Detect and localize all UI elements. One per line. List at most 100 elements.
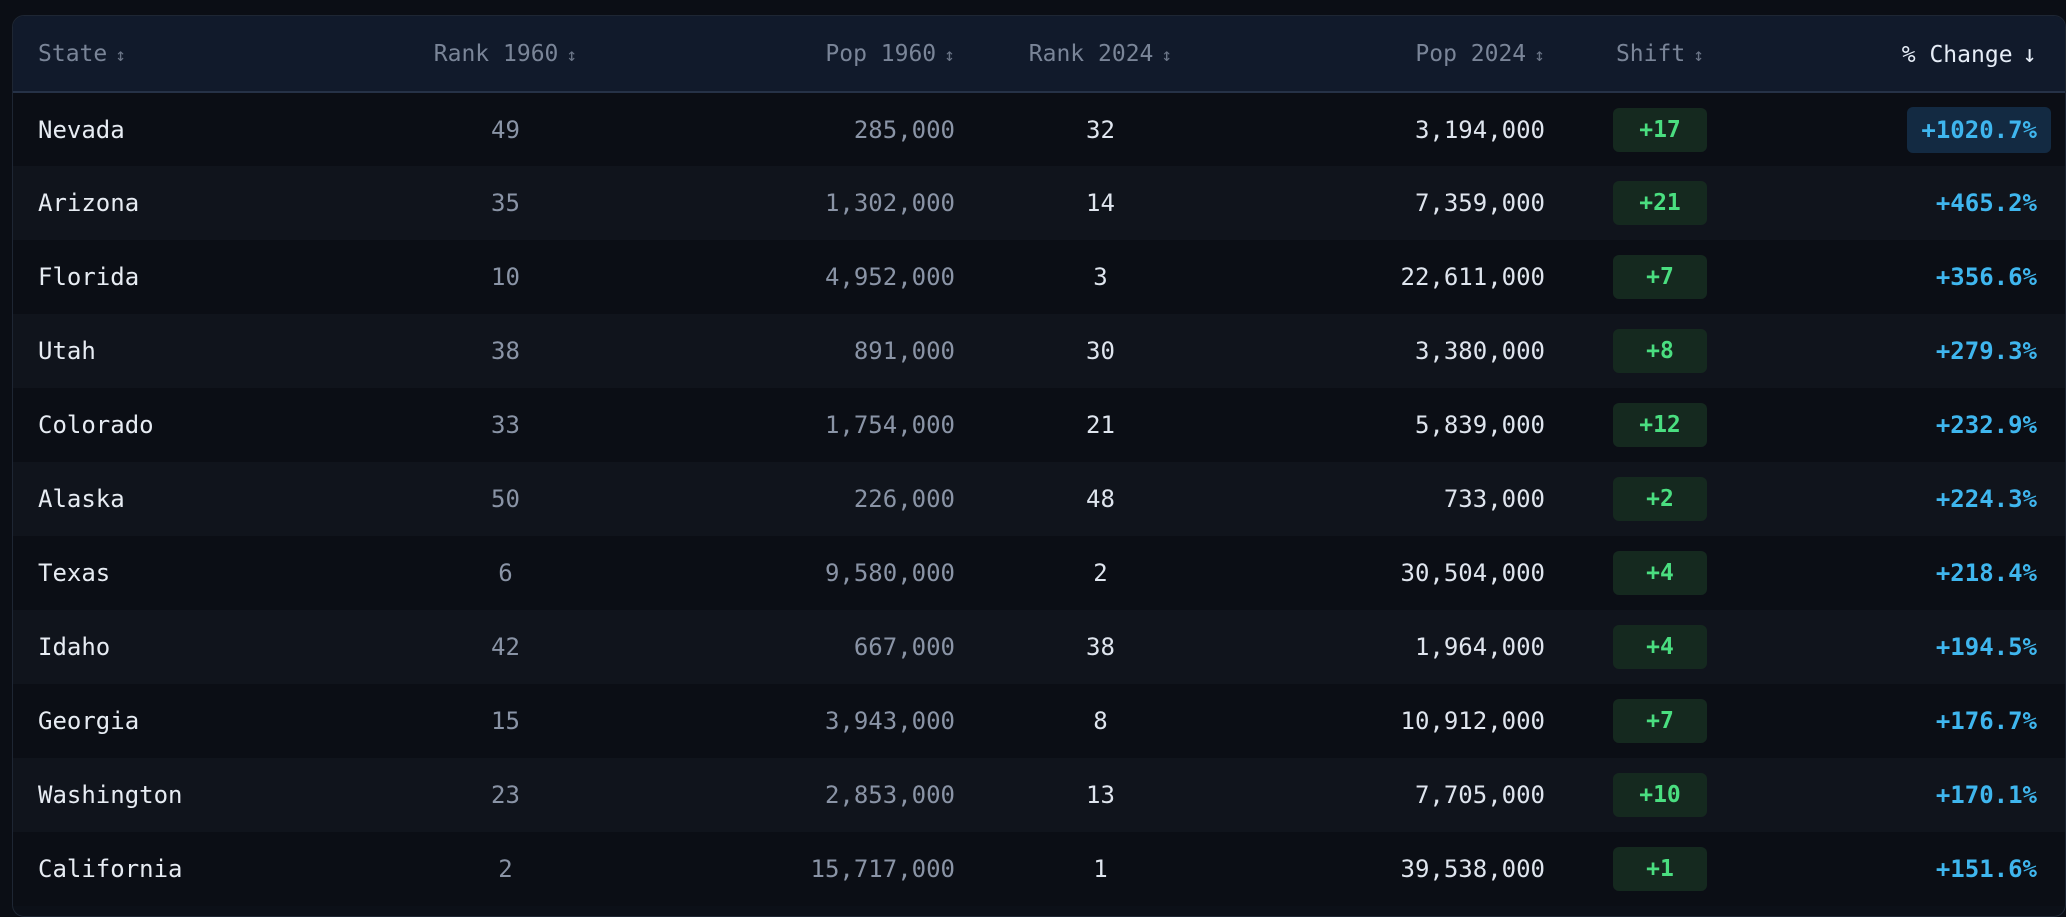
shift-badge: +12 [1613, 403, 1707, 447]
column-header-label: Shift [1615, 40, 1686, 67]
cell-shift: +10 [1545, 758, 1775, 832]
cell-pop-1960: 9,580,000 [824, 559, 955, 587]
cell-pop-2024: 30,504,000 [1400, 559, 1546, 587]
cell-rank-2024: 2 [1093, 559, 1108, 587]
table-header-row: State ↕ Rank 1960 ↕ Pop 1960 ↕ Rank 2024 ↕ P… [13, 16, 2065, 92]
cell-rank-1960: 49 [491, 115, 520, 144]
cell-pop-1960: 3,943,000 [824, 707, 955, 735]
cell-state: Texas [38, 559, 111, 587]
pct-change-value: +194.5% [1935, 633, 2037, 661]
cell-state: Washington [38, 781, 183, 809]
cell-rank-2024: 30 [1086, 337, 1115, 365]
cell-shift: +1 [1545, 832, 1775, 906]
cell-pct-change: +151.6% [1775, 832, 2065, 906]
table-row[interactable]: Texas 6 9,580,000 2 30,504,000 +4 +218.4% [13, 536, 2065, 610]
table-body: Nevada 49 285,000 3 2 3,194,000 +17 +1020.7% Ari… [13, 92, 2065, 906]
sort-icon: ↕ [944, 44, 955, 66]
cell-pop-2024: 39,538,000 [1400, 855, 1546, 883]
cell-pct-change: +170.1% [1775, 758, 2065, 832]
column-header-label: Rank 2024 [1028, 40, 1154, 67]
cell-rank-1960: 38 [491, 337, 520, 365]
table-row[interactable]: Nevada 49 285,000 32 3,194,000 +17 +1020.7% [13, 92, 2065, 166]
cell-pop-2024: 1,964,000 [1414, 633, 1545, 661]
table-row[interactable]: Idaho 42 667,000 38 1,964,000 +4 +194.5% [13, 610, 2065, 684]
column-header-pop-1960[interactable]: Pop 1960 ↕ [658, 16, 955, 92]
column-header-label: Pop 1960 [825, 40, 937, 67]
shift-badge: +7 [1613, 699, 1707, 743]
cell-rank-1960: 35 [491, 189, 520, 217]
table-row[interactable]: Washington 23 2,853,000 13 7,705,000 +10 +170.… [13, 758, 2065, 832]
cell-rank-1960: 15 [491, 707, 520, 735]
pct-change-value: +465.2% [1935, 189, 2037, 217]
cell-rank-1960: 6 [498, 559, 513, 587]
table-row[interactable]: Florida 10 4,952,000 3 22,611,000 +7 +356.6% [13, 240, 2065, 314]
data-table-container: State ↕ Rank 1960 ↕ Pop 1960 ↕ Rank 2024 ↕ P… [12, 15, 2066, 917]
sort-icon: ↕ [1534, 44, 1545, 66]
cell-pct-change: +279.3% [1775, 314, 2065, 388]
column-header-label: Rank 1960 [433, 40, 559, 67]
cell-shift: +21 [1545, 166, 1775, 240]
cell-shift: +17 [1545, 92, 1775, 166]
cell-pop-1960: 15,717,000 [810, 855, 956, 883]
pct-change-value: +170.1% [1935, 781, 2037, 809]
table-row[interactable]: Arizona 35 1,302,000 14 7,359,000 +21 +465.2% [13, 166, 2065, 240]
cell-pct-change: +465.2% [1775, 166, 2065, 240]
cell-pct-change: +1020.7% [1775, 92, 2065, 166]
table-row[interactable]: Alaska 50 226,000 48 733,000 +2 +224.3% [13, 462, 2065, 536]
cell-pop-1960: 1,302,000 [824, 189, 955, 217]
cell-pop-2024: 7,705,000 [1414, 781, 1545, 809]
cell-pop-1960: 285,000 [853, 115, 955, 144]
cell-pop-2024: 10,912,000 [1400, 707, 1546, 735]
cell-state: Nevada [38, 115, 125, 144]
cell-shift: +4 [1545, 536, 1775, 610]
shift-badge: +7 [1613, 255, 1707, 299]
sort-icon: ↕ [566, 44, 578, 66]
column-header-shift[interactable]: Shift ↕ [1545, 16, 1775, 92]
pct-change-value: +356.6% [1935, 263, 2037, 291]
column-header-state[interactable]: State ↕ [13, 16, 353, 92]
cell-pop-1960: 891,000 [853, 337, 955, 365]
table-row[interactable]: Utah 38 891,000 30 3,380,000 +8 +279.3% [13, 314, 2065, 388]
column-header-rank-1960[interactable]: Rank 1960 ↕ [353, 16, 658, 92]
cell-pop-1960: 226,000 [853, 485, 955, 513]
sort-descending-icon: ↓ [2022, 39, 2037, 68]
cell-pop-2024: 3,380,000 [1414, 337, 1545, 365]
cell-pop-1960: 2,853,000 [824, 781, 955, 809]
column-header-pop-2024[interactable]: Pop 2024 ↕ [1246, 16, 1545, 92]
cell-shift: +8 [1545, 314, 1775, 388]
cell-shift: +2 [1545, 462, 1775, 536]
cell-pop-2024: 22,611,000 [1400, 263, 1546, 291]
table-row[interactable]: California 2 15,717,000 1 39,538,000 +1 +151.6… [13, 832, 2065, 906]
cell-rank-2024: 38 [1086, 633, 1115, 661]
cell-pop-2024: 733,000 [1443, 485, 1545, 513]
cell-shift: +4 [1545, 610, 1775, 684]
shift-badge: +1 [1613, 847, 1707, 891]
cell-rank-1960: 50 [491, 485, 520, 513]
pct-change-value: +279.3% [1935, 337, 2037, 365]
table-row[interactable]: Georgia 15 3,943,000 8 10,912,000 +7 +176.7% [13, 684, 2065, 758]
cell-rank-2024: 8 [1093, 707, 1108, 735]
cell-pct-change: +218.4% [1775, 536, 2065, 610]
shift-badge: +21 [1613, 181, 1707, 225]
cell-rank-2024: 48 [1086, 485, 1115, 513]
cell-state: Utah [38, 337, 96, 365]
cell-rank-2024: 21 [1086, 411, 1115, 439]
cell-state: Arizona [38, 189, 140, 217]
column-header-label: State [38, 40, 108, 67]
cell-pop-2024: 5,839,000 [1414, 411, 1545, 439]
cell-pop-2024: 3,194,000 [1414, 115, 1545, 144]
shift-badge: +8 [1613, 329, 1707, 373]
cell-rank-2024: 3 [1093, 263, 1108, 291]
cell-pop-1960: 4,952,000 [824, 263, 955, 291]
column-header-rank-2024[interactable]: Rank 2024 ↕ [955, 16, 1246, 92]
column-header-pct-change[interactable]: % Change ↓ [1775, 16, 2065, 92]
table-row[interactable]: Colorado 33 1,754,000 21 5,839,000 +12 +232.9% [13, 388, 2065, 462]
cell-rank-2024: 1 [1093, 855, 1108, 883]
cell-shift: +7 [1545, 240, 1775, 314]
column-header-label: Pop 2024 [1415, 40, 1527, 67]
pct-change-value: +176.7% [1935, 707, 2037, 735]
cell-rank-1960: 33 [491, 411, 520, 439]
cell-pct-change: +232.9% [1775, 388, 2065, 462]
column-header-label: % Change [1901, 41, 2013, 68]
pct-change-value: +218.4% [1935, 559, 2037, 587]
